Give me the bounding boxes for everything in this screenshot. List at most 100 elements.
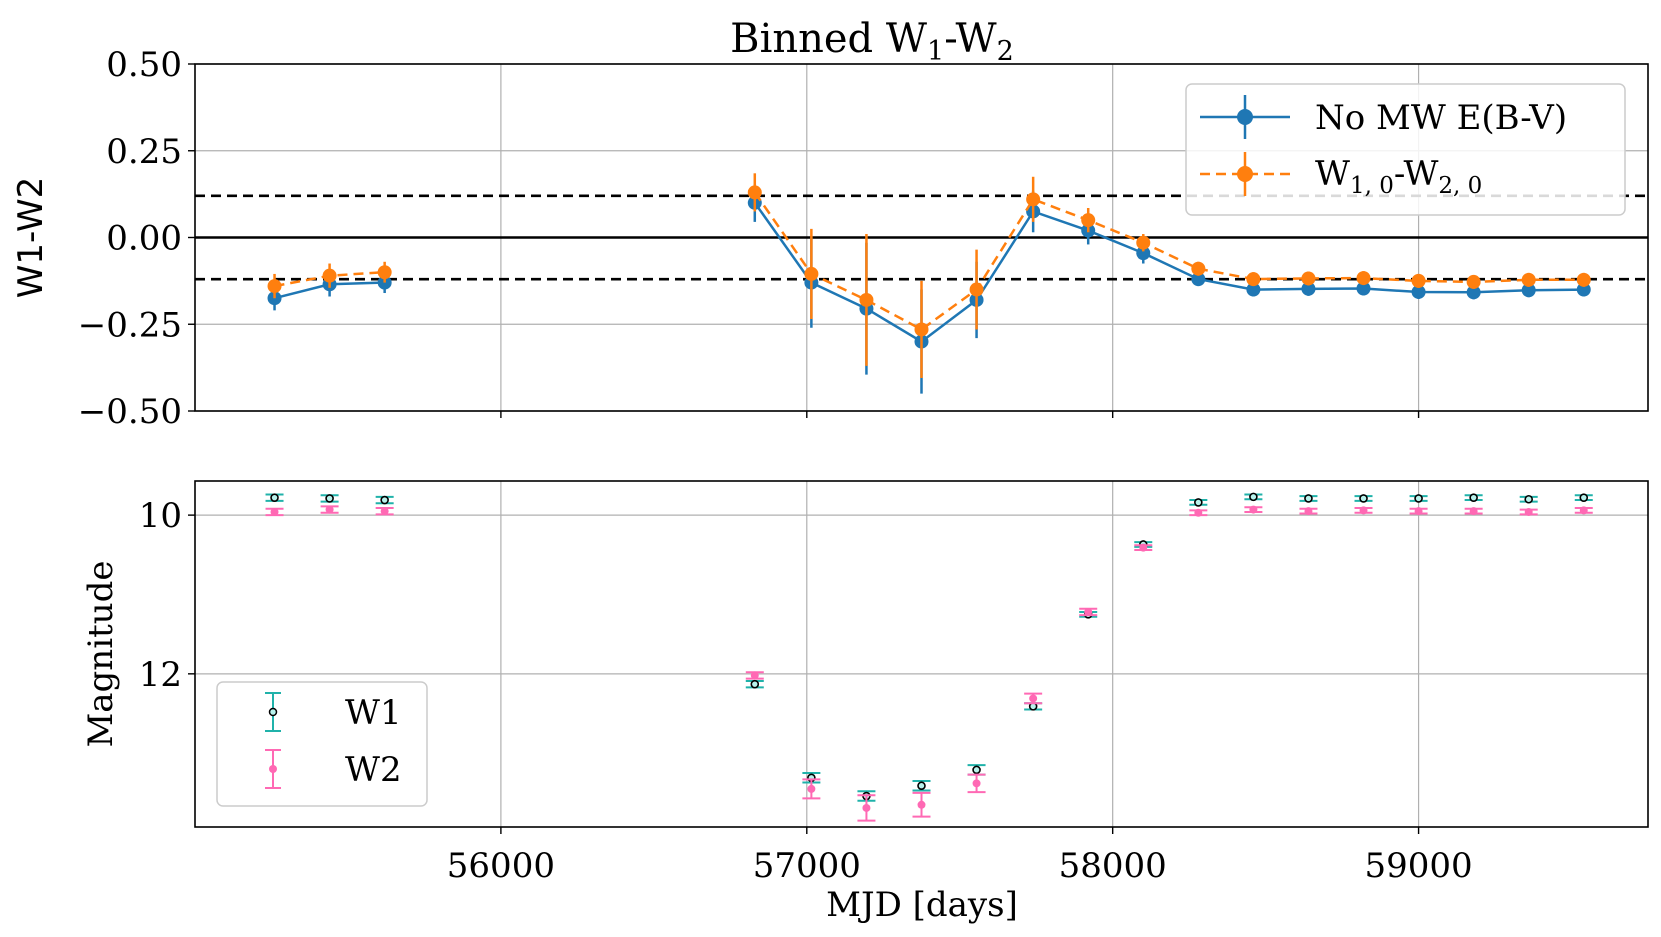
data-point — [1359, 494, 1368, 503]
data-point — [377, 265, 392, 280]
legend-marker-w1 — [265, 692, 281, 732]
x-tick-label: 59000 — [1364, 846, 1472, 886]
data-point — [1411, 273, 1426, 288]
data-point — [1524, 494, 1534, 504]
data-point — [270, 507, 279, 516]
data-point — [1304, 507, 1313, 516]
data-point — [914, 322, 929, 337]
x-tick-label: 57000 — [753, 846, 861, 886]
data-point — [1521, 272, 1536, 287]
bottom-axes-frame — [194, 480, 1649, 828]
bottom-yticks: 10 12 — [139, 496, 195, 695]
data-point — [750, 671, 759, 680]
data-point — [862, 803, 871, 812]
data-point — [325, 505, 334, 514]
data-point — [1304, 494, 1313, 503]
legend-label-w10-w20: W1, 0-W2, 0 — [1315, 154, 1482, 199]
data-point — [1191, 261, 1206, 276]
data-point — [1466, 274, 1481, 289]
top-panel: 0.50 0.25 0.00 −0.25 −0.50 W1-W2 No MW E(B-V… — [11, 45, 1649, 432]
series-w10-w20 — [267, 173, 1591, 379]
data-point — [859, 292, 874, 307]
data-point — [1081, 213, 1096, 228]
x-tick-label: 56000 — [447, 846, 555, 886]
data-point — [1191, 272, 1206, 287]
data-point — [807, 784, 816, 793]
data-point — [1136, 246, 1151, 261]
data-point — [1301, 271, 1316, 286]
legend-label-w1: W1 — [345, 693, 402, 733]
data-point — [750, 679, 760, 689]
title-sub2: 2 — [997, 36, 1014, 67]
top-xticks — [500, 411, 1420, 418]
data-point — [1469, 493, 1478, 502]
data-point — [1469, 507, 1478, 516]
data-point — [1524, 507, 1533, 516]
chart-title: Binned W1-W2 — [730, 16, 1014, 67]
data-point — [1301, 281, 1316, 296]
x-tick-label: 58000 — [1059, 846, 1167, 886]
data-point — [1579, 493, 1589, 502]
data-point — [1414, 494, 1423, 503]
data-point — [1411, 284, 1426, 299]
data-point — [917, 781, 926, 791]
data-point — [1359, 506, 1368, 515]
title-sub1: 1 — [927, 36, 944, 67]
legend-label-w2: W2 — [345, 750, 402, 790]
top-y-axis-label: W1-W2 — [11, 177, 51, 298]
series-w2 — [265, 505, 1593, 822]
data-point — [1356, 281, 1371, 296]
data-point — [969, 282, 984, 297]
data-point — [1246, 272, 1261, 287]
data-point — [1084, 607, 1093, 616]
series-w1 — [265, 492, 1593, 802]
y-tick-label: 0.50 — [106, 45, 182, 85]
y-tick-label: 10 — [139, 496, 182, 536]
data-point — [1194, 498, 1203, 507]
bottom-series — [265, 492, 1593, 822]
data-point — [322, 268, 337, 283]
top-series — [267, 173, 1591, 394]
data-point — [1246, 282, 1261, 297]
data-point — [267, 279, 282, 294]
legend-line-orange — [1200, 152, 1290, 196]
data-point — [270, 493, 279, 502]
data-point — [1466, 285, 1481, 300]
data-point — [804, 266, 819, 281]
data-point — [1414, 507, 1423, 516]
y-tick-label: −0.25 — [78, 305, 182, 345]
data-point — [1249, 492, 1258, 502]
data-point — [1521, 283, 1536, 298]
top-legend-box — [1185, 83, 1626, 216]
bottom-legend: W1 W2 — [216, 681, 428, 807]
data-point — [917, 800, 926, 809]
top-reference-lines — [195, 194, 1648, 281]
title-dash: -W — [944, 16, 996, 62]
legend-line-blue — [1200, 95, 1290, 139]
y-tick-label: 12 — [139, 655, 182, 695]
data-point — [1579, 506, 1588, 515]
data-point — [1356, 271, 1371, 286]
data-point — [1136, 235, 1151, 250]
bottom-panel: 10 12 56000 57000 58000 59000 Magnitude MJD … — [81, 480, 1649, 925]
data-point — [380, 495, 389, 505]
title-prefix: Binned W — [730, 16, 927, 62]
data-point — [1194, 508, 1203, 517]
y-tick-label: −0.50 — [78, 392, 182, 432]
series-line — [753, 202, 1584, 344]
y-tick-label: 0.00 — [106, 219, 182, 259]
x-axis-label: MJD [days] — [826, 885, 1018, 925]
data-point — [1249, 505, 1258, 514]
bottom-xticks: 56000 57000 58000 59000 — [447, 827, 1473, 886]
data-point — [972, 765, 981, 775]
data-point — [1026, 192, 1041, 207]
data-point — [1029, 694, 1038, 703]
series-line — [753, 191, 1584, 331]
top-yticks: 0.50 0.25 0.00 −0.25 −0.50 — [78, 45, 195, 432]
legend-marker-w2 — [265, 749, 281, 789]
data-point — [1576, 282, 1591, 297]
y-tick-label: 0.25 — [106, 132, 182, 172]
data-point — [972, 779, 981, 788]
data-point — [325, 494, 334, 503]
